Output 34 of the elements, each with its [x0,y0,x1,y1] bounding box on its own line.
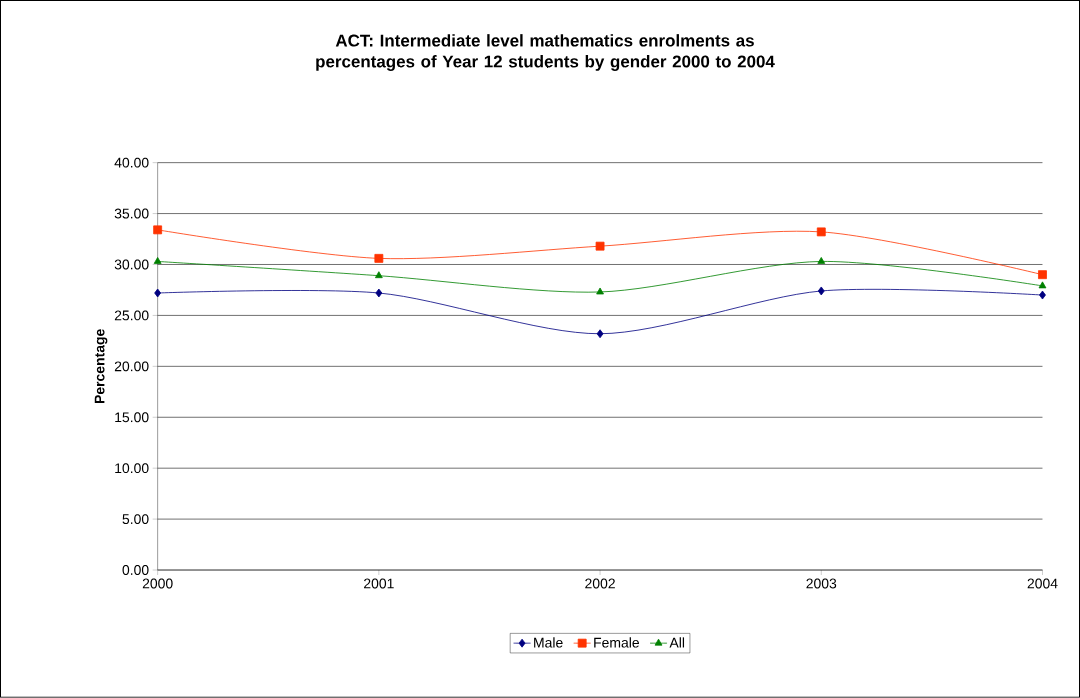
point [154,288,162,298]
y-tick-label: 30.00 [114,259,149,270]
point [596,329,604,339]
point [1038,281,1047,289]
y-tick-label: 20.00 [114,361,149,372]
x-tick-label: 2002 [585,578,615,589]
point [153,225,163,235]
point [153,257,162,265]
y-tick-label: 10.00 [115,463,149,474]
y-axis-title: Percentage [94,329,108,404]
y-tick-label: 15.00 [115,412,149,423]
y-tick-label: 0.00 [122,565,149,576]
point [817,257,826,265]
point [1038,270,1047,280]
y-tick-label: 35.00 [114,208,149,219]
legend-label: Female [594,637,639,648]
x-tick-label: 2003 [806,578,837,589]
point [374,254,384,263]
legend-label: All [669,637,685,648]
x-tick-label: 2004 [1027,578,1058,589]
point [595,241,605,251]
point [1039,290,1046,300]
point [596,287,604,295]
y-tick-label: 5.00 [122,514,149,525]
point [816,227,826,237]
x-tick-label: 2000 [142,578,173,589]
point [817,286,825,296]
y-tick-label: 40.00 [114,157,149,168]
point [375,288,383,298]
x-tick-label: 2001 [364,578,394,589]
chart-title: ACT: Intermediate level mathematics enrolments as percentages of Year 12 students by gender 2000 to 2004 [316,34,775,72]
y-tick-label: 25.00 [114,310,149,321]
point [374,271,383,279]
legend-label: Male [534,637,563,648]
